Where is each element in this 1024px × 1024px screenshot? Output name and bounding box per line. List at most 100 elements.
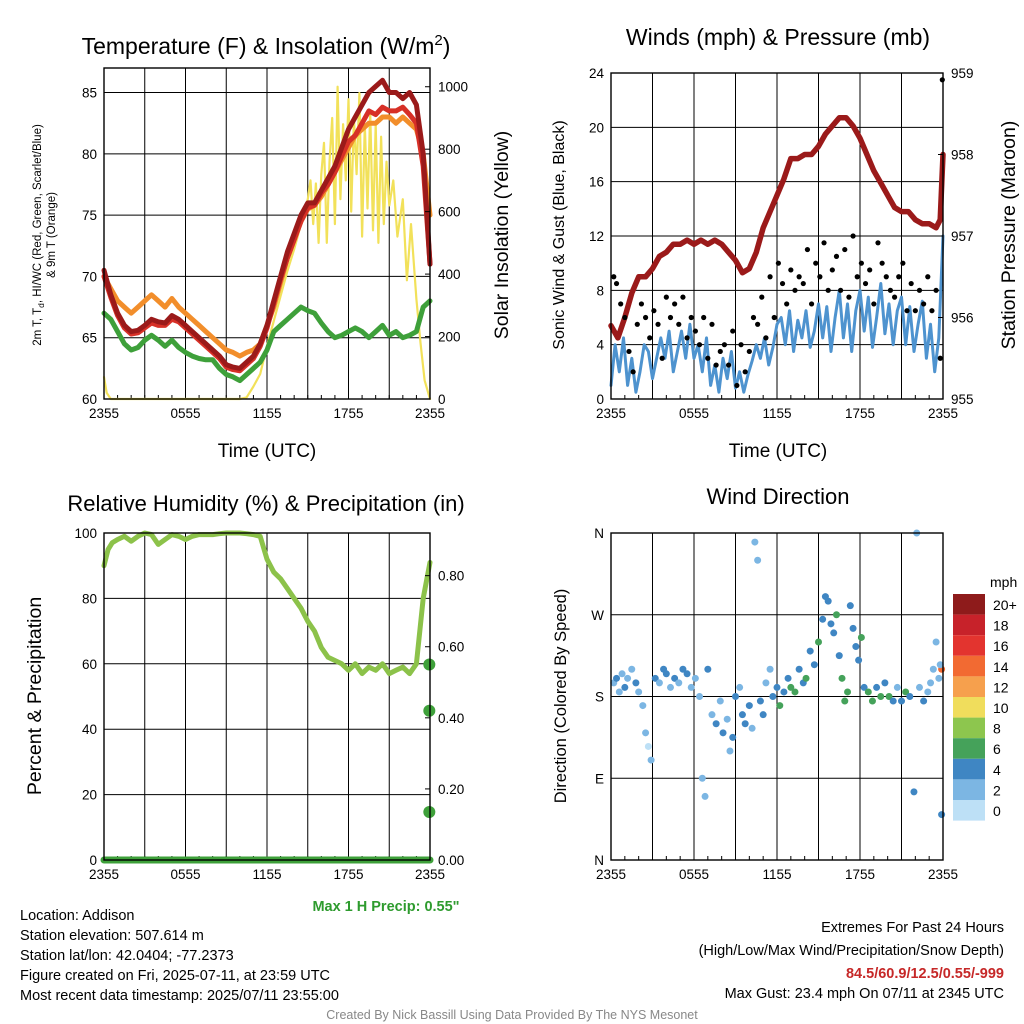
colorbar-swatch: [953, 676, 985, 697]
y-tick-label: 4: [596, 338, 604, 353]
gust-point: [825, 287, 831, 293]
gust-point: [618, 301, 624, 307]
wind-direction-point: [696, 693, 704, 700]
y2-tick-label: 956: [951, 311, 974, 326]
y2-tick-label: 0.80: [438, 569, 464, 584]
wind-direction-point: [806, 647, 814, 655]
pressure-y2label: Station Pressure (Maroon): [998, 121, 1020, 350]
gust-point: [734, 382, 740, 389]
y2-tick-label: 0.40: [438, 711, 464, 726]
wind-direction-point: [780, 688, 788, 696]
y2-tick-label: 800: [438, 142, 461, 157]
gust-point: [634, 321, 640, 327]
y2-tick-label: 958: [951, 148, 974, 163]
wind-direction-point: [846, 602, 854, 610]
gust-point: [684, 335, 690, 341]
y-tick-label: 20: [82, 788, 97, 803]
gust-point: [937, 355, 943, 361]
series-station-pressure-maroon-: [608, 115, 946, 341]
gust-point: [775, 260, 781, 266]
gust-point: [676, 321, 682, 327]
x-tick-label: 1155: [252, 406, 281, 421]
x-tick-label: 2355: [415, 867, 445, 882]
plot-frame: [103, 67, 431, 400]
wind-direction-point: [712, 720, 720, 728]
gust-point: [622, 314, 628, 321]
wind-direction-point: [679, 665, 687, 673]
gust-point: [871, 301, 877, 307]
wind-direction-point: [683, 670, 691, 678]
gust-point: [738, 342, 744, 348]
gust-point: [709, 321, 715, 327]
gust-point: [771, 314, 777, 321]
wind-direction-point: [687, 683, 695, 691]
wind-direction-point: [873, 683, 881, 691]
gust-point: [725, 362, 732, 368]
svg-text:& 9m T (Orange): & 9m T (Orange): [46, 192, 58, 278]
wind-direction-point: [832, 611, 840, 619]
station-location: Location: Addison: [20, 908, 135, 924]
gust-point: [642, 314, 649, 321]
x-tick-label: 1755: [845, 867, 875, 882]
y-tick-label: 0: [89, 853, 97, 868]
wind-direction-point: [723, 715, 731, 723]
y2-tick-label: 0.20: [438, 782, 464, 797]
wind-direction-point: [852, 643, 860, 651]
gust-point: [821, 240, 827, 246]
winds-ylabel: Sonic Wind & Gust (Blue, Black): [551, 120, 568, 349]
y2-tick-label: 600: [438, 205, 461, 220]
gust-point: [779, 280, 786, 287]
wind-direction-point: [898, 697, 905, 705]
gust-point: [663, 294, 669, 300]
gust-point: [667, 314, 674, 321]
gust-point: [833, 253, 840, 259]
wind-direction-point: [932, 638, 940, 646]
y-tick-label: 100: [74, 526, 97, 541]
colorbar-swatch: [953, 717, 985, 739]
x-tick-label: 2355: [596, 406, 626, 421]
wind-direction-point: [635, 688, 643, 696]
extremes-block: Extremes For Past 24 Hours (High/Low/Max…: [699, 918, 1004, 1004]
wind-direction-point: [819, 615, 827, 623]
y-tick-label: 0: [596, 392, 604, 407]
x-tick-label: 2355: [415, 406, 445, 421]
wind-direction-point: [927, 679, 935, 687]
gust-point: [933, 287, 939, 293]
colorbar-label: 14: [993, 659, 1009, 675]
wind-direction-point: [920, 697, 928, 705]
gust-point: [630, 369, 636, 375]
wind-direction-point: [868, 697, 876, 705]
wind-direction-point: [708, 711, 716, 719]
wind-direction-point: [766, 665, 774, 673]
y2-tick-label: 959: [951, 66, 974, 81]
y-tick-label: N: [594, 853, 604, 868]
series-sonic-wind-blue-: [609, 234, 945, 394]
gust-point: [717, 348, 723, 355]
y-tick-label: 40: [82, 722, 97, 737]
series-relative-humidity: [101, 530, 433, 677]
gust-point: [721, 342, 728, 348]
wind-direction-point: [647, 756, 655, 764]
wind-direction-point: [662, 670, 670, 678]
station-info: Location: Addison Station elevation: 507…: [20, 906, 339, 1006]
gust-point: [875, 240, 881, 246]
gust-point: [767, 274, 773, 280]
gust-point: [672, 301, 678, 307]
colorbar-swatch: [953, 655, 985, 677]
gust-point: [846, 294, 852, 300]
humidity-ylabel: Percent & Precipitation: [24, 597, 46, 795]
wind-direction-title: Wind Direction: [706, 484, 849, 509]
wind-direction-point: [838, 674, 846, 682]
extremes-subheader: (High/Low/Max Wind/Precipitation/Snow De…: [698, 943, 1004, 959]
gust-point: [883, 274, 889, 280]
wind-direction-point: [773, 683, 781, 691]
max-precip-label: Max 1 H Precip: 0.55": [312, 899, 459, 915]
y-tick-label: 24: [589, 66, 605, 81]
wind-direction-point: [754, 556, 762, 564]
wind-direction-point: [745, 702, 753, 710]
wind-direction-point: [910, 788, 918, 796]
gust-point: [904, 308, 910, 314]
humidity-precip-panel: Relative Humidity (%) & Precipitation (i…: [24, 491, 465, 915]
wind-direction-point: [936, 661, 944, 669]
gust-point: [651, 308, 657, 314]
